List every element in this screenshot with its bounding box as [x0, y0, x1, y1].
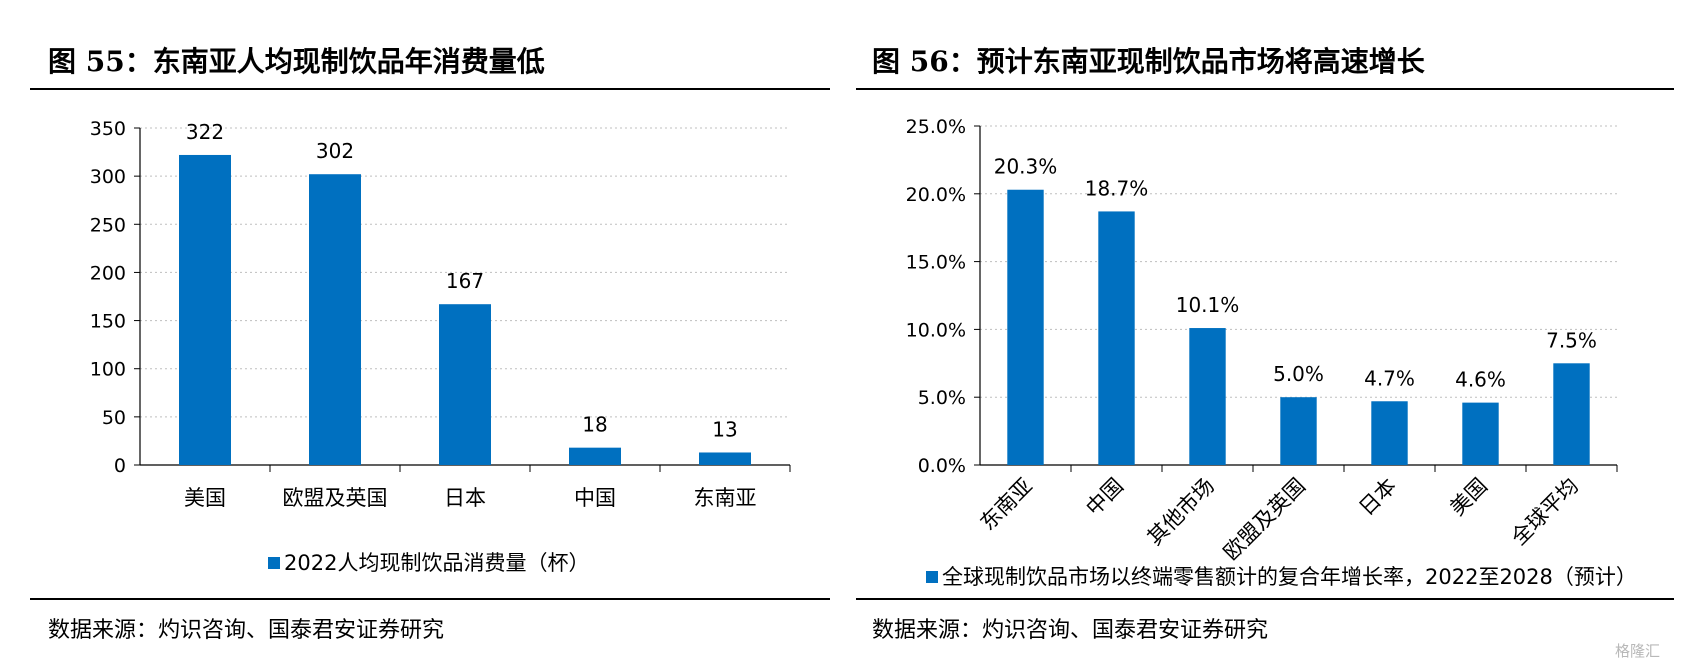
category-label: 全球平均 — [1507, 474, 1583, 550]
data-label: 302 — [316, 139, 354, 163]
legend-swatch — [268, 557, 280, 569]
data-label: 18.7% — [1085, 176, 1149, 200]
y-tick-label: 25.0% — [906, 116, 966, 138]
category-label: 美国 — [184, 486, 226, 510]
y-tick-label: 0 — [114, 455, 126, 477]
y-tick-label: 0.0% — [918, 455, 966, 477]
right-bar-chart: 0.0% 5.0% 10.0% 15.0% 20.0% 25.0% 20.3% 东南亚 18.7… — [906, 116, 1637, 589]
data-label: 7.5% — [1546, 328, 1597, 352]
data-label: 20.3% — [994, 155, 1058, 179]
bar — [1189, 328, 1226, 465]
y-tick-label: 350 — [90, 118, 126, 140]
y-tick-label: 5.0% — [918, 387, 966, 409]
right-top-rule — [856, 88, 1674, 90]
data-label: 13 — [712, 417, 737, 441]
bar — [1462, 402, 1499, 465]
data-label: 10.1% — [1176, 293, 1240, 317]
data-label: 5.0% — [1273, 362, 1324, 386]
right-figure-title: 图 56：预计东南亚现制饮品市场将高速增长 — [872, 45, 1425, 78]
category-label: 欧盟及英国 — [283, 486, 388, 510]
left-source-note: 数据来源：灼识咨询、国泰君安证券研究 — [48, 618, 445, 643]
legend-label: 全球现制饮品市场以终端零售额计的复合年增长率，2022至2028（预计） — [942, 565, 1637, 589]
right-source-note: 数据来源：灼识咨询、国泰君安证券研究 — [872, 618, 1269, 643]
y-tick-label: 15.0% — [906, 252, 966, 274]
y-tick-label: 250 — [90, 214, 126, 236]
category-label: 日本 — [444, 486, 486, 510]
category-label: 其他市场 — [1143, 474, 1219, 550]
category-label: 中国 — [574, 486, 616, 510]
legend-label: 2022人均现制饮品消费量（杯） — [284, 551, 589, 575]
y-tick-label: 100 — [90, 359, 126, 381]
y-tick-label: 300 — [90, 166, 126, 188]
y-tick-label: 200 — [90, 262, 126, 284]
category-label: 欧盟及英国 — [1219, 474, 1310, 565]
bar — [309, 174, 361, 465]
left-figure-title: 图 55：东南亚人均现制饮品年消费量低 — [48, 45, 545, 78]
bar — [1280, 397, 1317, 465]
data-label: 18 — [582, 413, 607, 437]
bar — [569, 447, 621, 465]
bar — [1098, 211, 1135, 465]
category-label: 东南亚 — [976, 474, 1038, 536]
data-label: 4.6% — [1455, 368, 1506, 392]
right-bottom-rule — [856, 598, 1674, 600]
y-tick-label: 150 — [90, 311, 126, 333]
left-top-rule — [30, 88, 830, 90]
bar — [699, 452, 751, 465]
y-tick-label: 50 — [102, 407, 126, 429]
data-label: 4.7% — [1364, 366, 1415, 390]
bar — [1371, 401, 1408, 465]
bar — [1007, 189, 1044, 465]
data-label: 322 — [186, 120, 224, 144]
bar — [179, 154, 231, 465]
left-bottom-rule — [30, 598, 830, 600]
y-tick-label: 20.0% — [906, 184, 966, 206]
y-tick-label: 10.0% — [906, 319, 966, 341]
category-label: 东南亚 — [694, 486, 757, 510]
data-label: 167 — [446, 269, 484, 293]
category-label: 日本 — [1354, 474, 1401, 521]
watermark-logo: 格隆汇 — [1615, 642, 1661, 660]
left-bar-chart: 0 50 100 150 200 250 300 350 322 美国 302 欧盟及英国 167 日本 1… — [90, 118, 791, 575]
legend-swatch — [926, 571, 938, 583]
category-label: 中国 — [1081, 474, 1128, 521]
category-label: 美国 — [1445, 474, 1492, 521]
bar — [1553, 363, 1590, 465]
bar — [439, 304, 491, 465]
